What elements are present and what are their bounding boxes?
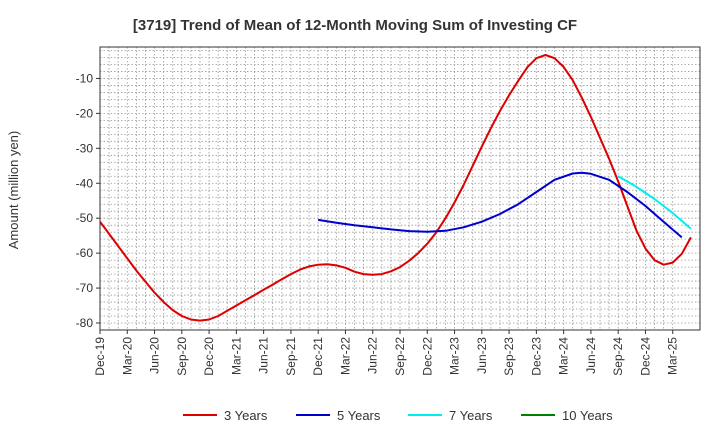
x-axis-ticks: Dec-19 Mar-20 Jun-20 Sep-20 Dec-20 Mar-21 Jun-… — [93, 330, 680, 376]
x-tick-label: Dec-21 — [311, 337, 325, 376]
x-tick-label: Sep-20 — [175, 337, 189, 376]
series-line-7-years — [617, 175, 692, 230]
x-tick-label: Dec-23 — [529, 337, 543, 376]
y-tick-label: -80 — [76, 316, 94, 330]
y-tick-label: -10 — [76, 71, 94, 85]
y-axis-ticks: -80 -70 -60 -50 -40 -30 -20 -10 — [76, 71, 100, 330]
x-tick-label: Mar-24 — [557, 337, 571, 375]
x-tick-label: Dec-19 — [93, 337, 107, 376]
legend-label-10-years: 10 Years — [562, 408, 613, 423]
x-tick-label: Sep-22 — [393, 337, 407, 376]
x-tick-label: Sep-23 — [502, 337, 516, 376]
x-tick-label: Mar-25 — [666, 337, 680, 375]
series-line-3-years — [99, 54, 692, 322]
y-tick-label: -50 — [76, 211, 94, 225]
y-tick-label: -40 — [76, 176, 94, 190]
x-tick-label: Sep-21 — [284, 337, 298, 376]
x-tick-label: Mar-21 — [229, 337, 243, 375]
x-tick-label: Jun-23 — [475, 337, 489, 374]
y-tick-label: -70 — [76, 281, 94, 295]
legend-label-3-years: 3 Years — [224, 408, 268, 423]
legend-label-7-years: 7 Years — [449, 408, 493, 423]
y-axis-label: Amount (million yen) — [6, 131, 21, 250]
series-line-5-years — [318, 171, 683, 239]
x-tick-label: Dec-24 — [638, 337, 652, 376]
legend-label-5-years: 5 Years — [337, 408, 381, 423]
x-tick-label: Jun-24 — [584, 337, 598, 374]
x-tick-label: Sep-24 — [611, 337, 625, 376]
x-tick-label: Mar-20 — [120, 337, 134, 375]
chart-title: [3719] Trend of Mean of 12-Month Moving … — [133, 17, 577, 34]
y-tick-label: -30 — [76, 141, 94, 155]
x-tick-label: Dec-22 — [420, 337, 434, 376]
y-tick-label: -60 — [76, 246, 94, 260]
grid-layer — [99, 47, 700, 330]
x-tick-label: Jun-20 — [148, 337, 162, 374]
x-tick-label: Dec-20 — [202, 337, 216, 376]
x-tick-label: Jun-22 — [366, 337, 380, 374]
y-tick-label: -20 — [76, 106, 94, 120]
legend: 3 Years 5 Years 7 Years 10 Years — [183, 408, 613, 423]
x-tick-label: Jun-21 — [257, 337, 271, 374]
x-tick-label: Mar-23 — [448, 337, 462, 375]
series-layer — [99, 54, 692, 322]
x-tick-label: Mar-22 — [338, 337, 352, 375]
